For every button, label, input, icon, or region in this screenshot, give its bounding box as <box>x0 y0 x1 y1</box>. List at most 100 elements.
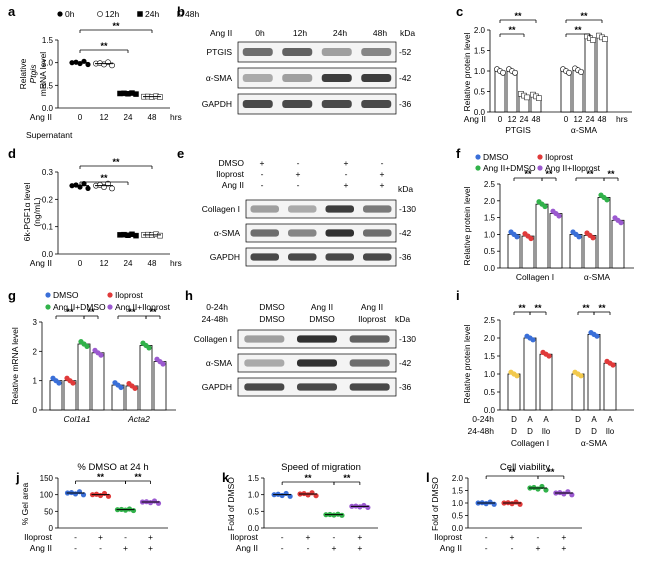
l-ylabel: Fold of DMSO <box>430 477 440 531</box>
g-point <box>160 361 166 367</box>
g-point <box>132 385 138 391</box>
d-point <box>109 185 115 192</box>
d-x-row-label: Ang II <box>30 258 52 268</box>
e-treat-value: - <box>261 180 264 190</box>
d-x-tick: 24 <box>124 259 133 268</box>
c-x-tick: 0 <box>498 115 503 124</box>
significance-label: ** <box>580 11 588 21</box>
c-x-row-label: Ang II <box>464 114 486 124</box>
a-ylabel: mRNA level <box>38 52 48 97</box>
c-y-tick-label: 0.5 <box>474 88 486 97</box>
f-legend-entry: Ang II+DMSO <box>483 163 536 173</box>
c-point <box>590 37 596 43</box>
d-x-tick: 12 <box>100 259 109 268</box>
e-treat-value: + <box>380 169 385 179</box>
significance-label: ** <box>514 11 522 21</box>
l-y-tick-label: 2.0 <box>452 474 464 483</box>
b-blot-2-band <box>361 100 392 108</box>
h-kda: -130 <box>399 334 416 344</box>
h-col-row2: DMSO <box>309 314 335 324</box>
c-point <box>500 69 506 76</box>
c-group-label: PTGIS <box>505 125 531 135</box>
b-row-label: GAPDH <box>202 99 232 109</box>
e-kda: -42 <box>399 228 412 238</box>
b-blot-2 <box>237 93 397 115</box>
k-y-tick-label: 0.0 <box>248 524 260 533</box>
k-y-tick-label: 1.5 <box>248 474 260 483</box>
panel-label-h: h <box>185 288 193 303</box>
i-row1-value: A <box>543 415 549 424</box>
l-treat-value: + <box>561 543 566 553</box>
b-blot-2-band <box>282 100 313 108</box>
a-x-row-label: Ang II <box>30 112 52 122</box>
h-unit: kDa <box>395 314 410 324</box>
d-point <box>85 185 91 191</box>
l-treat-value: - <box>485 543 488 553</box>
b-blot-2-band <box>242 100 273 108</box>
c-x-tick: 12 <box>574 115 583 124</box>
i-row1-value: D <box>575 415 581 424</box>
i-row1-value: A <box>607 415 613 424</box>
c-point <box>512 69 518 76</box>
g-y-tick-label: 2 <box>33 347 38 356</box>
c-x-unit: hrs <box>616 114 628 124</box>
h-row1-label: 0-24h <box>206 302 228 312</box>
f-y-tick-label: 2.5 <box>484 180 496 189</box>
b-blot-0-band <box>282 48 313 56</box>
f-y-tick-label: 2.0 <box>484 197 496 206</box>
significance-label: ** <box>97 472 105 482</box>
i-y-tick-label: 2.5 <box>484 316 496 325</box>
c-point <box>536 95 542 101</box>
f-bar <box>535 203 549 269</box>
e-treat-value: + <box>296 169 301 179</box>
h-blot-1-band <box>244 359 285 367</box>
e-kda: -130 <box>399 204 416 214</box>
c-y-tick-label: 2.0 <box>474 26 486 35</box>
j-y-tick-label: 150 <box>40 474 54 483</box>
d-x-tick: 0 <box>78 259 83 268</box>
e-row-label: α-SMA <box>214 228 240 238</box>
j-point <box>147 500 154 506</box>
i-y-tick-label: 1.0 <box>484 370 496 379</box>
c-point <box>566 69 572 76</box>
i-point <box>594 333 600 339</box>
d-y-tick-label: 0.2 <box>42 195 54 204</box>
l-treat-value: + <box>510 532 515 542</box>
panel-label-l: l <box>426 470 430 485</box>
k-treat-label: Iloprost <box>230 532 259 542</box>
e-treat-value: - <box>261 169 264 179</box>
a-ylabel: Ptgis <box>28 64 38 84</box>
k-title: Speed of migration <box>281 462 361 473</box>
a-x-tick: 24 <box>124 113 133 122</box>
e-treat-value: + <box>344 180 349 190</box>
j-treat-value: + <box>148 543 153 553</box>
f-legend-marker <box>537 154 543 160</box>
e-treat-value: + <box>344 158 349 168</box>
h-col-row1: Ang II <box>361 302 383 312</box>
c-group-label: α-SMA <box>571 125 597 135</box>
j-treat-label: Ang II <box>30 543 52 553</box>
l-treat-value: - <box>511 543 514 553</box>
g-group-label: Col1a1 <box>64 414 91 424</box>
d-ylabel: 6k-PGF1α level <box>22 183 32 242</box>
e-treat-label: Ang II <box>222 180 244 190</box>
l-y-tick-label: 0.0 <box>452 524 464 533</box>
a-x-tick: 12 <box>100 113 109 122</box>
panel-label-c: c <box>456 4 463 19</box>
g-legend-marker <box>45 304 51 310</box>
f-y-tick-label: 0.5 <box>484 247 496 256</box>
e-blot-0 <box>245 199 397 219</box>
l-point <box>483 501 489 507</box>
f-legend-entry: DMSO <box>483 152 509 162</box>
g-bar <box>91 352 105 411</box>
l-point <box>543 487 549 493</box>
e-row-label: GAPDH <box>210 252 240 262</box>
b-blot-1-band <box>361 74 392 82</box>
k-treat-value: + <box>331 543 336 553</box>
b-row-label: PTGIS <box>206 47 232 57</box>
b-unit: kDa <box>400 28 415 38</box>
d-x-tick: 48 <box>148 259 157 268</box>
legend-entry: 24h <box>145 9 159 19</box>
f-legend-entry: Ang II+Iloprost <box>545 163 601 173</box>
significance-label: ** <box>100 41 108 51</box>
